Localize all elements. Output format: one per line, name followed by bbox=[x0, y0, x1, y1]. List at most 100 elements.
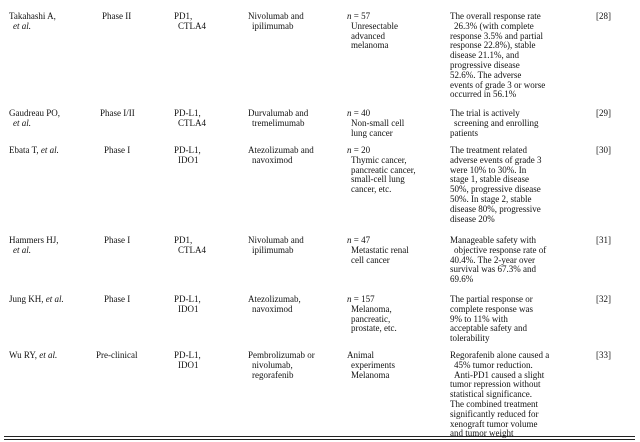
patients-cell: n = 47 Metastatic renal cell cancer bbox=[347, 235, 409, 265]
phase-line: Phase I bbox=[104, 294, 131, 304]
drugs-cell: Pembrolizumab or nivolumab, regorafenib bbox=[248, 350, 315, 380]
outcome-line: Anti-PD1 caused a slight bbox=[454, 369, 545, 380]
target-line: PD-L1, bbox=[174, 294, 201, 304]
reference-cell: [28] bbox=[596, 11, 611, 22]
phase-cell: Phase II bbox=[102, 11, 131, 22]
reference-cell: [30] bbox=[596, 145, 611, 156]
outcome-line: adverse events of grade 3 bbox=[450, 154, 542, 165]
patients-line: pancreatic, bbox=[351, 313, 391, 324]
target-line: PD-L1, bbox=[174, 350, 201, 360]
outcome-line: response 3.5% and partial bbox=[450, 30, 543, 41]
author-line: Hammers HJ, bbox=[9, 235, 59, 245]
outcome-line: The partial response or bbox=[450, 294, 533, 304]
patients-line: Metastatic renal bbox=[351, 244, 409, 255]
outcome-line: acceptable safety and bbox=[450, 323, 527, 334]
outcome-line: The combined treatment bbox=[450, 398, 538, 409]
reference-cell: [33] bbox=[596, 350, 611, 361]
outcome-line: The trial is actively bbox=[450, 108, 520, 118]
outcome-cell: The partial response or complete response… bbox=[450, 294, 533, 344]
author-cell: Takahashi A, et al. bbox=[9, 11, 56, 32]
target-line: IDO1 bbox=[178, 154, 199, 165]
outcome-line: statistical significance. bbox=[450, 389, 532, 400]
outcome-line: response 22.8%), stable bbox=[450, 40, 536, 51]
patients-line: n = 40 bbox=[347, 108, 371, 118]
outcome-line: xenograft tumor volume bbox=[450, 418, 538, 429]
target-line: PD1, bbox=[174, 11, 193, 21]
author-cell: Hammers HJ, et al. bbox=[9, 235, 59, 256]
reference-line: [32] bbox=[596, 294, 611, 304]
table-bottom-rule bbox=[4, 438, 635, 440]
outcome-line: progressive disease bbox=[450, 59, 520, 70]
outcome-line: events of grade 3 or worse bbox=[450, 79, 546, 90]
patients-line: Non-small cell bbox=[351, 117, 405, 128]
author-line: Jung KH, et al. bbox=[9, 294, 64, 304]
author-cell: Gaudreau PO, et al. bbox=[9, 108, 60, 129]
author-line: et al. bbox=[13, 117, 31, 128]
target-line: PD1, bbox=[174, 235, 193, 245]
phase-cell: Phase I bbox=[104, 235, 130, 246]
drugs-line: ipilimumab bbox=[252, 244, 294, 255]
drugs-line: nivolumab, bbox=[252, 359, 293, 370]
outcome-line: survival was 67.3% and bbox=[450, 264, 536, 275]
phase-line: Phase I bbox=[104, 145, 131, 155]
outcome-line: Regorafenib alone caused a bbox=[450, 350, 550, 360]
patients-cell: n = 157 Melanoma, pancreatic, prostate, etc… bbox=[347, 294, 397, 334]
author-line: Gaudreau PO, bbox=[9, 108, 60, 118]
patients-line: n = 157 bbox=[347, 294, 375, 304]
patients-cell: Animal experiments Melanoma bbox=[347, 350, 395, 380]
reference-line: [28] bbox=[596, 11, 611, 21]
patients-line: Animal bbox=[347, 350, 374, 360]
phase-cell: Phase I bbox=[104, 145, 131, 156]
outcome-line: 40.4%. The 2-year over bbox=[450, 254, 536, 265]
table-bottom-rule bbox=[4, 436, 635, 437]
drugs-line: Nivolumab and bbox=[248, 11, 304, 21]
outcome-line: 50%, progressive disease bbox=[450, 184, 541, 195]
outcome-line: stage 1, stable disease bbox=[450, 174, 529, 185]
outcome-line: patients bbox=[450, 127, 478, 138]
reference-cell: [29] bbox=[596, 108, 611, 119]
drugs-line: Atezolizumab, bbox=[248, 294, 301, 304]
outcome-line: 9% to 11% with bbox=[450, 313, 508, 324]
drugs-line: ipilimumab bbox=[252, 20, 294, 31]
outcome-line: complete response was bbox=[450, 303, 533, 314]
patients-line: Melanoma, bbox=[351, 303, 392, 314]
outcome-line: occurred in 56.1% bbox=[450, 89, 517, 100]
author-line: et al. bbox=[13, 20, 31, 31]
author-line: Takahashi A, bbox=[9, 11, 56, 21]
target-cell: PD1, CTLA4 bbox=[174, 11, 206, 32]
outcome-cell: Manageable safety with objective response… bbox=[450, 235, 546, 285]
reference-cell: [32] bbox=[596, 294, 611, 305]
target-cell: PD-L1, CTLA4 bbox=[174, 108, 206, 129]
phase-cell: Phase I/II bbox=[100, 108, 135, 119]
outcome-line: disease 80%, progressive bbox=[450, 203, 541, 214]
patients-line: Unresectable bbox=[351, 20, 398, 31]
patients-line: lung cancer bbox=[351, 127, 393, 138]
drugs-line: Atezolizumab and bbox=[248, 145, 314, 155]
outcome-cell: The overall response rate 26.3% (with com… bbox=[450, 11, 546, 100]
reference-line: [31] bbox=[596, 235, 611, 245]
outcome-cell: The trial is actively screening and enrol… bbox=[450, 108, 538, 138]
drugs-line: Pembrolizumab or bbox=[248, 350, 315, 360]
target-line: CTLA4 bbox=[178, 20, 206, 31]
outcome-line: tumor repression without bbox=[450, 379, 541, 390]
patients-line: pancreatic cancer, bbox=[351, 164, 416, 175]
drugs-cell: Nivolumab and ipilimumab bbox=[248, 235, 304, 256]
patients-line: n = 20 bbox=[347, 145, 371, 155]
outcome-line: The overall response rate bbox=[450, 11, 541, 21]
outcome-line: 50%. In stage 2, stable bbox=[450, 193, 532, 204]
patients-line: small-cell lung bbox=[351, 174, 405, 185]
author-cell: Wu RY, et al. bbox=[9, 350, 57, 361]
author-cell: Jung KH, et al. bbox=[9, 294, 64, 305]
outcome-line: 69.6% bbox=[450, 274, 474, 285]
patients-line: n = 47 bbox=[347, 235, 371, 245]
patients-line: prostate, etc. bbox=[351, 323, 397, 334]
author-cell: Ebata T, et al. bbox=[9, 145, 59, 156]
patients-line: experiments bbox=[351, 359, 395, 370]
outcome-line: The treatment related bbox=[450, 145, 527, 155]
patients-line: cancer, etc. bbox=[351, 184, 392, 195]
target-cell: PD-L1, IDO1 bbox=[174, 145, 201, 166]
drugs-line: navoximod bbox=[252, 154, 293, 165]
reference-line: [29] bbox=[596, 108, 611, 118]
patients-line: advanced bbox=[351, 30, 385, 41]
